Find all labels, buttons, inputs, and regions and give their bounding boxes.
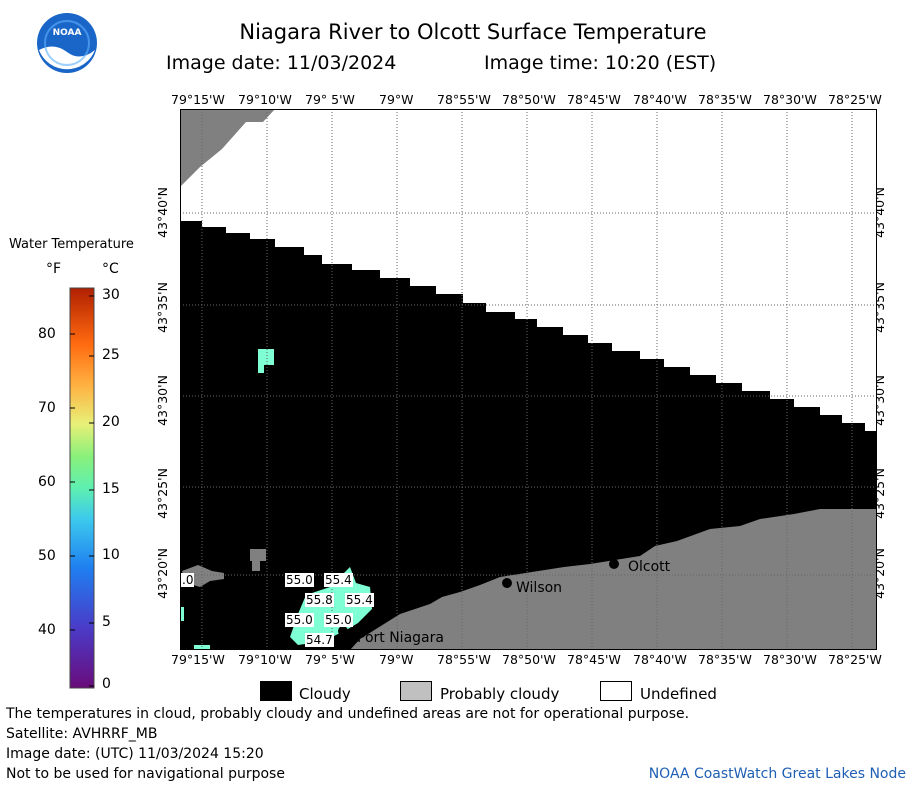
port-niagara-marker (338, 626, 348, 636)
lon-label: 78°40'W (633, 92, 687, 107)
map-canvas (180, 109, 877, 650)
lon-label: 79°10'W (238, 92, 292, 107)
legend-label-probably-cloudy: Probably cloudy (440, 685, 560, 703)
c-tick: 10 (102, 547, 120, 563)
land-region (350, 509, 877, 650)
water-temperature-pixel (180, 607, 184, 621)
c-tick: 30 (102, 287, 120, 303)
lon-label: 78°35'W (698, 652, 752, 667)
temp-label: .0 (181, 573, 195, 587)
lat-label: 43°20'N (154, 548, 170, 599)
temp-label: 55.0 (324, 613, 353, 627)
lon-label: 78°30'W (763, 652, 817, 667)
wilson-marker (502, 578, 512, 588)
place-label-port-niagara: Port Niagara (357, 630, 444, 646)
c-tick: 5 (102, 614, 111, 630)
olcott-marker (609, 559, 619, 569)
legend-swatch-undefined (600, 681, 632, 701)
lon-label: 79°15'W (171, 92, 225, 107)
c-tick: 15 (102, 481, 120, 497)
lon-label: 78°25'W (828, 652, 882, 667)
unit-fahrenheit: °F (46, 261, 62, 277)
f-tick: 40 (38, 622, 56, 638)
lon-label: 78°55'W (437, 652, 491, 667)
map-title: Niagara River to Olcott Surface Temperat… (239, 20, 707, 44)
lat-label: 43°40'N (154, 187, 170, 238)
temp-label: 55.4 (345, 593, 374, 607)
unit-celsius: °C (102, 261, 119, 277)
temp-label: 55.0 (285, 613, 314, 627)
lon-label: 78°50'W (502, 92, 556, 107)
c-tick: 20 (102, 414, 120, 430)
probably-cloudy-region (180, 109, 275, 187)
lat-label: 43°25'N (154, 468, 170, 519)
f-tick: 60 (38, 474, 56, 490)
lat-label: 43°30'N (154, 375, 170, 426)
c-tick: 0 (102, 676, 111, 692)
probably-cloudy-patch (250, 549, 266, 571)
temp-label: 55.8 (305, 593, 334, 607)
place-label-olcott: Olcott (628, 559, 671, 575)
footer-satellite: Satellite: AVHRRF_MB (6, 726, 158, 742)
f-tick: 50 (38, 548, 56, 564)
lon-label: 79° 5'W (305, 652, 355, 667)
lon-label: 78°50'W (502, 652, 556, 667)
lon-label: 79°15'W (171, 652, 225, 667)
footer-note: The temperatures in cloud, probably clou… (6, 706, 690, 722)
legend-swatch-cloudy (260, 681, 292, 701)
temp-label: 55.0 (285, 573, 314, 587)
image-date: Image date: 11/03/2024 (166, 52, 397, 74)
lon-label: 78°25'W (828, 92, 882, 107)
lon-label: 78°45'W (567, 652, 621, 667)
lon-label: 78°40'W (633, 652, 687, 667)
lon-label: 79°10'W (238, 652, 292, 667)
lon-label: 79°W (379, 92, 414, 107)
footer-credit: NOAA CoastWatch Great Lakes Node (648, 766, 906, 782)
logo-text: NOAA (53, 28, 82, 38)
image-time: Image time: 10:20 (EST) (484, 52, 717, 74)
lon-label: 78°55'W (437, 92, 491, 107)
c-tick: 25 (102, 347, 120, 363)
f-tick: 80 (38, 326, 56, 342)
lon-label: 79° 5'W (305, 92, 355, 107)
footer-utc-date: Image date: (UTC) 11/03/2024 15:20 (6, 746, 264, 762)
lon-label: 79°W (379, 652, 414, 667)
place-label-wilson: Wilson (516, 580, 563, 596)
legend-label-undefined: Undefined (640, 685, 717, 703)
temp-label: 54.7 (305, 633, 334, 647)
temp-label: 55.4 (324, 573, 353, 587)
water-temperature-pixel (194, 645, 210, 650)
f-tick: 70 (38, 400, 56, 416)
lat-label: 43°35'N (154, 282, 170, 333)
graticule (180, 109, 877, 650)
colorbar-title: Water Temperature (9, 237, 134, 252)
colorbar (69, 287, 95, 689)
legend-swatch-probably-cloudy (400, 681, 432, 701)
lon-label: 78°35'W (698, 92, 752, 107)
footer-nav-warning: Not to be used for navigational purpose (6, 766, 285, 782)
lon-label: 78°30'W (763, 92, 817, 107)
legend-label-cloudy: Cloudy (299, 685, 351, 703)
water-temperature-pixel (258, 349, 274, 373)
lon-label: 78°45'W (567, 92, 621, 107)
noaa-logo: NOAA (37, 13, 97, 73)
